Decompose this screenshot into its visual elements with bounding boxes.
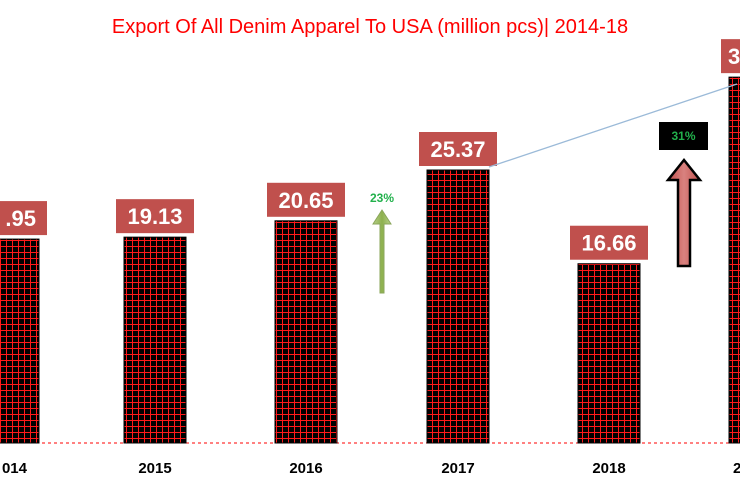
growth-arrow-23: 23% bbox=[370, 191, 394, 294]
data-label-2018: 16.66 bbox=[581, 231, 636, 256]
x-tick-2019: 2 bbox=[733, 460, 740, 477]
data-label-2016: 20.65 bbox=[278, 188, 333, 213]
data-label-2015: 19.13 bbox=[127, 204, 182, 229]
bar-2015 bbox=[123, 236, 187, 444]
x-tick-2014: 014 bbox=[2, 460, 28, 477]
data-label-box-2019 bbox=[719, 37, 740, 76]
data-label-box-2018 bbox=[568, 223, 650, 262]
x-ticks-group: 014 2015 2016 2017 2018 2 bbox=[2, 460, 740, 477]
bar-2017 bbox=[426, 169, 490, 444]
data-label-2019: 3 bbox=[728, 44, 740, 69]
data-label-box-2015 bbox=[114, 197, 196, 236]
growth-arrow-31: 31% bbox=[657, 120, 710, 268]
data-label-2017: 25.37 bbox=[430, 137, 485, 162]
green-up-arrow-icon bbox=[372, 209, 392, 294]
growth-label-23: 23% bbox=[370, 191, 394, 205]
bar-2016 bbox=[274, 220, 338, 444]
trend-line bbox=[488, 83, 738, 168]
bar-2018 bbox=[577, 263, 641, 444]
red-up-arrow-icon bbox=[665, 157, 703, 268]
data-labels-group: .95 19.13 20.65 25.37 16.66 3 bbox=[0, 37, 740, 262]
chart-title: Export Of All Denim Apparel To USA (mill… bbox=[112, 16, 628, 38]
data-label-box-2017 bbox=[417, 130, 499, 168]
bar-2019 bbox=[728, 76, 740, 444]
data-label-2014: .95 bbox=[5, 206, 36, 231]
growth-label-31: 31% bbox=[671, 129, 695, 143]
data-label-box-2014 bbox=[0, 199, 49, 238]
data-label-box-2016 bbox=[265, 180, 347, 219]
x-tick-2016: 2016 bbox=[289, 460, 322, 477]
x-tick-2018: 2018 bbox=[592, 460, 625, 477]
x-tick-2017: 2017 bbox=[441, 460, 474, 477]
bars-group bbox=[0, 76, 740, 444]
bar-2014 bbox=[0, 238, 40, 444]
x-tick-2015: 2015 bbox=[138, 460, 171, 477]
growth-badge bbox=[657, 120, 710, 152]
